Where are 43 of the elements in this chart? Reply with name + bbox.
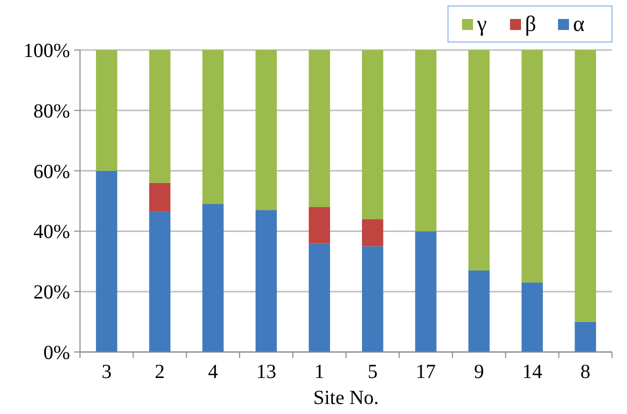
legend-label: β	[525, 11, 536, 36]
x-tick-label: 1	[314, 361, 324, 383]
bar	[308, 207, 330, 244]
bar	[362, 246, 384, 352]
bar	[362, 50, 384, 220]
bar	[308, 243, 330, 352]
bar	[96, 50, 118, 171]
bar	[415, 231, 436, 352]
bar	[202, 204, 224, 352]
x-tick-label: 14	[522, 361, 542, 383]
bar	[468, 270, 490, 352]
bar	[468, 50, 490, 270]
bar	[522, 50, 543, 283]
x-tick-label: 3	[102, 361, 112, 383]
y-tick-label: 80%	[33, 100, 70, 122]
y-tick-label: 0%	[43, 342, 70, 364]
bar	[202, 50, 224, 204]
x-tick-label: 13	[256, 361, 276, 383]
y-tick-label: 60%	[33, 160, 70, 183]
bar	[256, 210, 277, 352]
x-tick-label: 8	[580, 361, 590, 383]
bar	[256, 50, 277, 210]
bar	[415, 50, 436, 232]
legend-label: α	[573, 11, 585, 36]
bar	[149, 50, 170, 183]
x-axis-title: Site No.	[313, 387, 379, 409]
y-tick-label: 40%	[33, 221, 70, 244]
x-tick-label: 4	[208, 361, 218, 383]
bar	[308, 50, 330, 208]
y-tick-label: 100%	[23, 40, 70, 62]
bar	[149, 212, 170, 352]
legend-label: γ	[476, 11, 487, 36]
bar	[522, 282, 543, 352]
x-tick-label: 5	[368, 361, 378, 383]
bar	[96, 170, 118, 352]
bar	[574, 50, 596, 322]
bar	[149, 182, 170, 212]
x-tick-label: 17	[416, 361, 436, 383]
x-tick-label: 9	[474, 361, 484, 383]
x-tick-label: 2	[154, 361, 165, 383]
bar	[574, 322, 596, 352]
y-tick-label: 20%	[33, 282, 70, 304]
bar	[362, 219, 384, 246]
